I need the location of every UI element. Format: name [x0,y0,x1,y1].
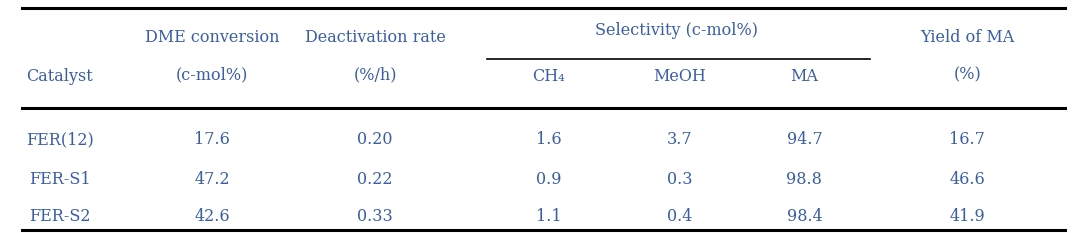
Text: 0.22: 0.22 [358,171,392,188]
Text: 0.4: 0.4 [666,208,692,225]
Text: Catalyst: Catalyst [26,69,93,85]
Text: 0.20: 0.20 [358,131,392,148]
Text: 98.8: 98.8 [786,171,823,188]
Text: (c-mol%): (c-mol%) [176,66,248,83]
Text: 16.7: 16.7 [949,131,986,148]
Text: 0.9: 0.9 [536,171,562,188]
Text: CH₄: CH₄ [533,69,565,85]
Text: 98.4: 98.4 [787,208,822,225]
Text: 42.6: 42.6 [195,208,229,225]
Text: 94.7: 94.7 [787,131,822,148]
Text: 0.33: 0.33 [358,208,392,225]
Text: 41.9: 41.9 [950,208,985,225]
Text: FER-S1: FER-S1 [29,171,90,188]
Text: (%/h): (%/h) [353,66,397,83]
Text: 47.2: 47.2 [195,171,229,188]
Text: Selectivity (c-mol%): Selectivity (c-mol%) [596,22,758,39]
Text: MA: MA [790,69,819,85]
Text: 3.7: 3.7 [666,131,692,148]
Text: MeOH: MeOH [653,69,705,85]
Text: Deactivation rate: Deactivation rate [304,29,446,46]
Text: FER(12): FER(12) [26,131,93,148]
Text: 1.1: 1.1 [536,208,562,225]
Text: (%): (%) [953,66,982,83]
Text: 17.6: 17.6 [193,131,230,148]
Text: FER-S2: FER-S2 [29,208,90,225]
Text: 46.6: 46.6 [950,171,985,188]
Text: Yield of MA: Yield of MA [921,29,1014,46]
Text: 1.6: 1.6 [536,131,562,148]
Text: 0.3: 0.3 [666,171,692,188]
Text: DME conversion: DME conversion [145,29,279,46]
